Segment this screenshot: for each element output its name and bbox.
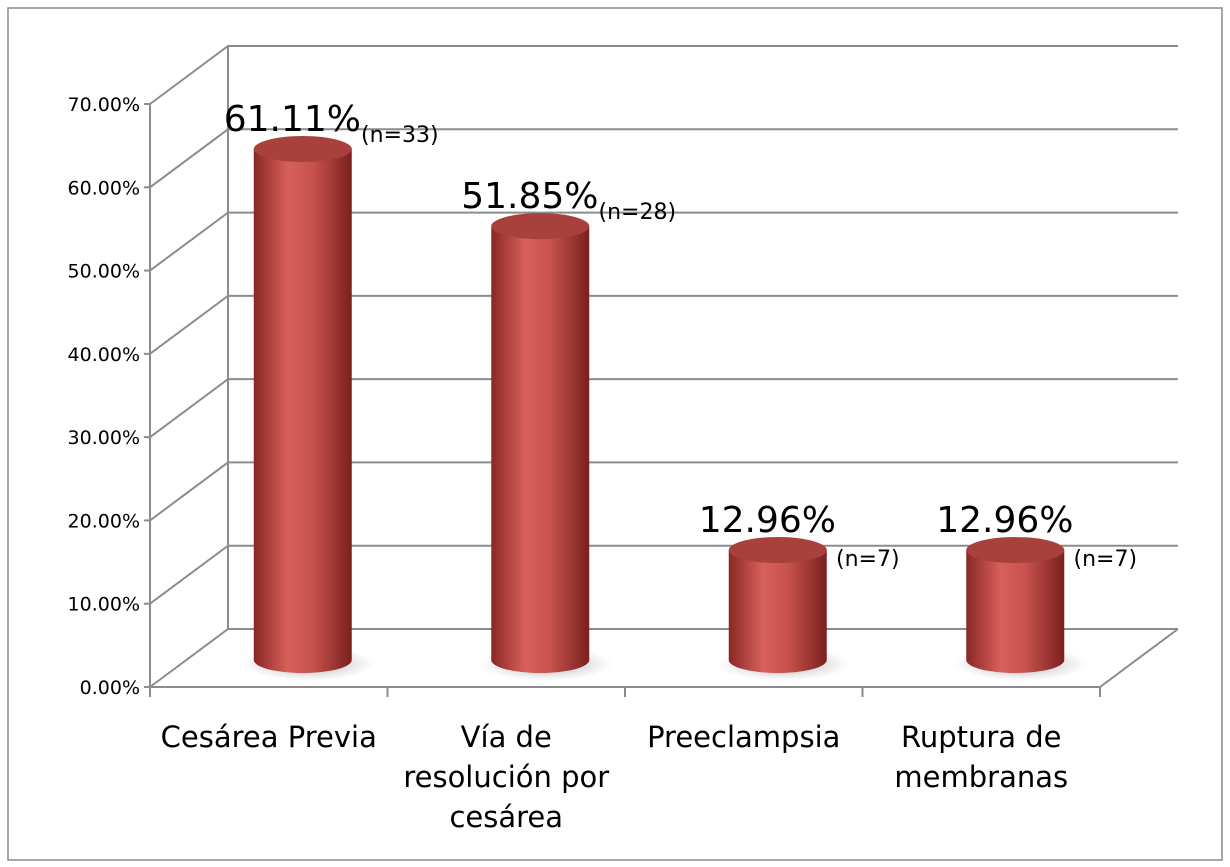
value-label: 12.96% — [699, 500, 836, 541]
grid-line — [149, 294, 1178, 355]
x-tick-label: Preeclampsia — [647, 720, 841, 754]
value-label: 12.96% — [936, 500, 1073, 541]
bar-top — [253, 136, 352, 163]
annotation: (n=33) — [361, 123, 439, 148]
bar-body — [728, 550, 827, 673]
y-tick-label: 0.00% — [80, 677, 140, 699]
y-tick-label: 60.00% — [68, 177, 140, 199]
y-tick-label: 50.00% — [68, 261, 140, 283]
grid-line — [149, 544, 1178, 605]
y-tick-label: 40.00% — [68, 344, 140, 366]
bar-body — [253, 149, 352, 674]
bar-body — [966, 550, 1065, 674]
annotation: (n=7) — [1074, 547, 1138, 572]
y-tick-label: 30.00% — [68, 427, 140, 449]
y-tick-label: 70.00% — [68, 94, 140, 116]
bar — [253, 136, 352, 674]
bar-top — [491, 213, 590, 240]
bar-top — [728, 537, 827, 564]
x-tick-label: Ruptura de membranas — [894, 720, 1069, 794]
annotation: (n=7) — [836, 547, 900, 572]
bar-body — [491, 226, 590, 674]
bar — [966, 537, 1065, 674]
grid-line — [149, 128, 1178, 189]
grid-line — [149, 378, 1178, 438]
value-label: 61.11% — [224, 99, 361, 140]
annotation: (n=28) — [599, 200, 677, 225]
y-tick-label: 10.00% — [68, 594, 140, 616]
x-tick-label: Vía de resolución por cesárea — [403, 720, 610, 834]
grid-line — [149, 628, 1178, 688]
chart-border — [7, 7, 1223, 861]
x-tick-label: Cesárea Previa — [160, 720, 377, 754]
bar-top — [966, 537, 1065, 564]
bar — [728, 537, 827, 673]
y-tick-label: 20.00% — [68, 510, 140, 532]
grid-line — [149, 461, 1178, 522]
bar — [491, 213, 590, 674]
grid-line — [149, 211, 1178, 272]
grid-line — [149, 45, 1178, 105]
value-label: 51.85% — [461, 176, 598, 217]
